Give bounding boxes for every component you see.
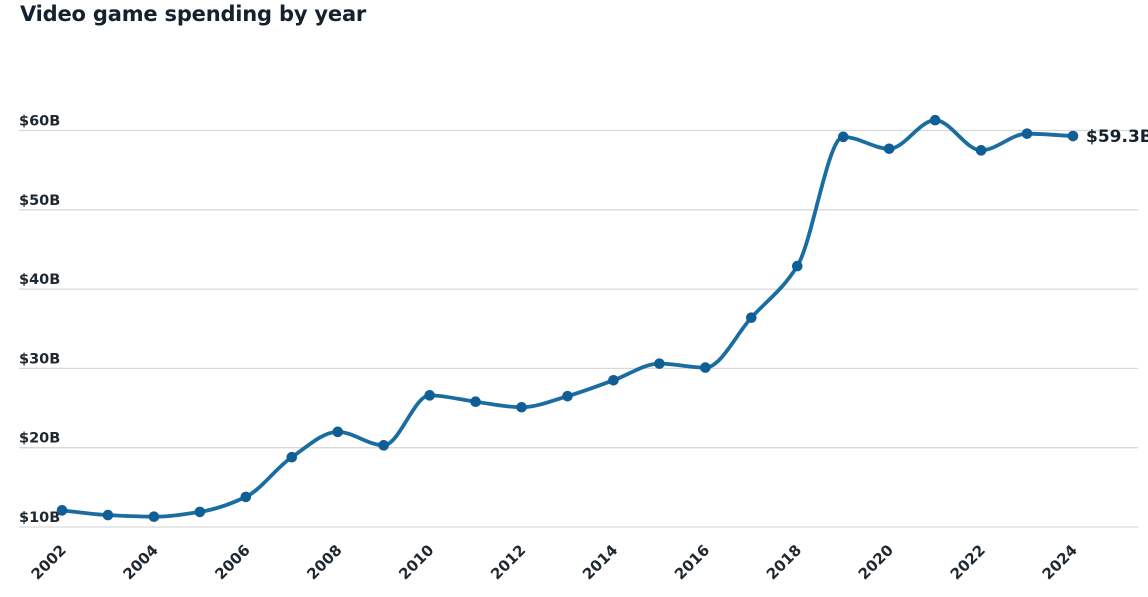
data-point-2002 <box>56 505 68 516</box>
data-point-2008 <box>332 426 344 438</box>
spending-line <box>60 118 1075 519</box>
y-axis-tick-label: $40B <box>19 272 60 288</box>
data-point-2016 <box>700 362 711 373</box>
end-value-label: $59.3B <box>1086 127 1148 147</box>
x-axis-tick-label: 2006 <box>211 541 253 583</box>
data-point-2014 <box>608 374 619 386</box>
x-axis-tick-label: 2010 <box>395 541 437 583</box>
y-axis-tick-label: $30B <box>19 351 60 367</box>
data-point-2005 <box>194 506 206 518</box>
chart-title: Video game spending by year <box>20 2 367 26</box>
x-axis-tick-label: 2018 <box>763 541 805 583</box>
data-point-2010 <box>424 390 435 401</box>
y-axis-tick-label: $50B <box>19 193 60 209</box>
y-axis-tick-label: $10B <box>19 510 60 526</box>
x-axis-tick-label: 2004 <box>119 541 161 583</box>
x-axis-tick-label: 2016 <box>671 541 713 583</box>
data-point-2023 <box>1021 128 1033 139</box>
data-point-2019 <box>837 131 849 143</box>
data-point-2024 <box>1067 130 1079 142</box>
data-point-2022 <box>975 145 987 156</box>
data-point-2011 <box>470 396 481 408</box>
x-axis-tick-label: 2024 <box>1039 541 1081 583</box>
data-point-2004 <box>148 511 160 522</box>
data-point-2007 <box>286 451 298 463</box>
data-point-2006 <box>240 491 252 503</box>
data-point-2020 <box>883 143 895 155</box>
x-axis-tick-label: 2012 <box>487 541 529 583</box>
data-point-2015 <box>654 358 665 369</box>
x-axis-tick-label: 2022 <box>947 541 989 583</box>
x-axis-tick-label: 2008 <box>303 541 345 583</box>
data-point-2009 <box>378 440 389 451</box>
y-axis-tick-label: $20B <box>19 431 60 447</box>
data-point-2003 <box>102 509 114 521</box>
data-point-2018 <box>791 260 803 272</box>
x-axis-tick-label: 2002 <box>28 541 70 583</box>
data-point-2013 <box>562 390 573 402</box>
x-axis-tick-label: 2020 <box>855 541 897 583</box>
data-point-2021 <box>929 114 941 126</box>
data-point-2012 <box>516 401 527 413</box>
data-point-2017 <box>746 312 757 323</box>
y-axis-tick-label: $60B <box>19 114 60 130</box>
x-axis-tick-label: 2014 <box>579 541 621 583</box>
